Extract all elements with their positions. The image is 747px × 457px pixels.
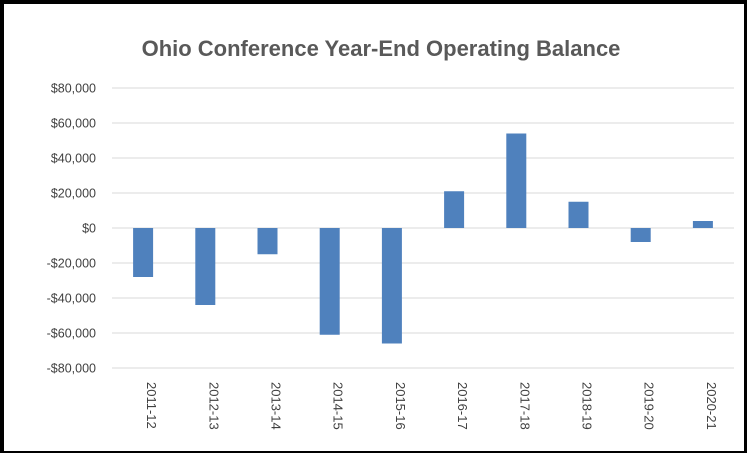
x-tick-label: 2020-21 <box>704 382 719 430</box>
y-tick-label: $40,000 <box>51 152 96 166</box>
y-tick-label: -$40,000 <box>47 292 96 306</box>
bar-2014-15 <box>319 228 340 335</box>
gridlines <box>112 87 734 369</box>
bar-2016-17 <box>444 191 465 228</box>
chart-title: Ohio Conference Year-End Operating Balan… <box>142 36 621 61</box>
bars <box>133 133 713 344</box>
y-tick-label: $80,000 <box>51 82 96 96</box>
bar-2020-21 <box>692 221 713 228</box>
bar-2017-18 <box>506 133 527 228</box>
y-tick-label: -$60,000 <box>47 327 96 341</box>
x-tick-label: 2019-20 <box>642 382 657 430</box>
bar-2018-19 <box>568 201 589 228</box>
bar-chart: Ohio Conference Year-End Operating Balan… <box>47 36 734 430</box>
x-tick-label: 2012-13 <box>206 382 221 430</box>
y-axis-ticks: $80,000 $60,000 $40,000 $20,000 $0 -$20,000 -$… <box>47 82 96 376</box>
bar-2011-12 <box>133 228 154 277</box>
y-tick-label: -$20,000 <box>47 257 96 271</box>
bar-2019-20 <box>630 228 651 242</box>
bar-2015-16 <box>381 228 402 344</box>
y-tick-label: $0 <box>82 222 96 236</box>
x-tick-label: 2013-14 <box>269 382 284 430</box>
bar-2012-13 <box>195 228 216 305</box>
y-tick-label: -$80,000 <box>47 362 96 376</box>
x-tick-label: 2014-15 <box>331 382 346 430</box>
x-tick-label: 2016-17 <box>455 382 470 430</box>
x-tick-label: 2015-16 <box>393 382 408 430</box>
x-tick-label: 2017-18 <box>517 382 532 430</box>
x-tick-label: 2018-19 <box>580 382 595 430</box>
y-tick-label: $60,000 <box>51 117 96 131</box>
y-tick-label: $20,000 <box>51 187 96 201</box>
bar-2013-14 <box>257 228 278 255</box>
x-tick-label: 2011-12 <box>144 382 159 429</box>
x-axis-ticks: 2011-12 2012-13 2013-14 2014-15 2015-16 2016-… <box>144 382 719 430</box>
